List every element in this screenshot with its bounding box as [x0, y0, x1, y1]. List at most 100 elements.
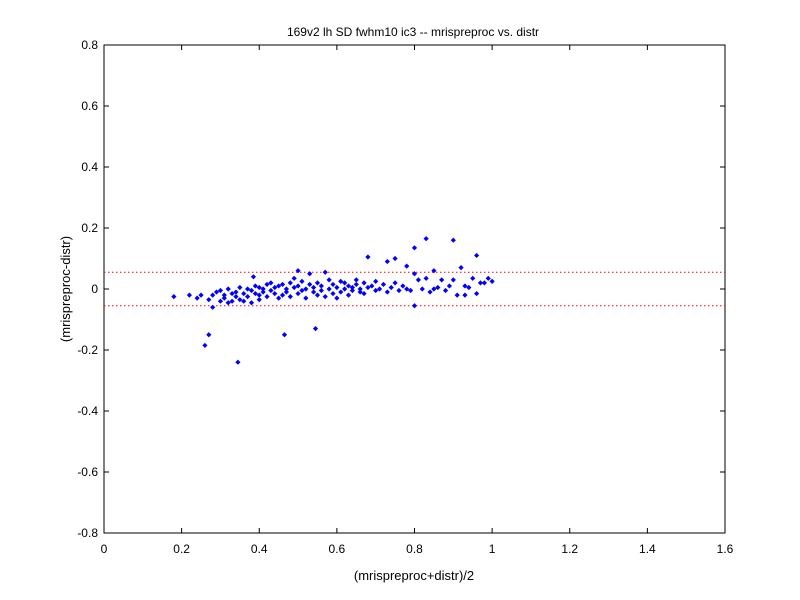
data-point — [283, 289, 290, 295]
data-point — [287, 294, 293, 300]
data-point — [252, 283, 258, 289]
data-point — [260, 286, 266, 292]
y-tick-label: -0.4 — [77, 404, 98, 418]
data-point — [206, 332, 212, 338]
data-point — [411, 245, 418, 251]
data-point — [318, 287, 324, 294]
data-point — [462, 292, 468, 298]
data-point — [474, 252, 480, 259]
x-tick-label: 1.2 — [561, 542, 578, 556]
y-tick-label: 0.4 — [81, 160, 98, 174]
data-point — [411, 271, 418, 277]
data-point — [450, 237, 456, 243]
data-point — [450, 277, 456, 283]
data-point — [474, 290, 480, 297]
data-point — [225, 286, 231, 292]
data-point — [206, 297, 212, 303]
data-point — [307, 271, 313, 277]
data-point — [415, 277, 421, 283]
data-point — [427, 289, 433, 295]
data-point — [373, 287, 379, 294]
data-point — [446, 283, 453, 289]
data-point — [171, 294, 177, 300]
data-point — [237, 297, 243, 303]
data-point — [245, 294, 251, 300]
data-point — [221, 295, 227, 301]
data-point — [272, 290, 278, 297]
data-point — [260, 289, 266, 295]
data-point — [213, 289, 220, 295]
data-point — [326, 286, 332, 292]
data-point — [431, 286, 437, 292]
data-point — [276, 295, 282, 301]
data-point — [303, 286, 309, 292]
data-point — [454, 292, 460, 298]
data-point — [384, 258, 390, 265]
data-point — [248, 287, 255, 294]
data-point — [268, 287, 274, 294]
data-point — [466, 284, 472, 291]
data-point — [431, 268, 437, 274]
data-point — [342, 286, 348, 292]
x-axis-label: (mrispreproc+distr)/2 — [354, 568, 474, 583]
data-point — [396, 287, 402, 294]
y-tick-label: 0.2 — [81, 221, 98, 235]
data-point — [330, 281, 336, 288]
data-point — [330, 290, 336, 297]
data-point — [439, 277, 445, 283]
x-tick-label: 0.8 — [406, 542, 423, 556]
y-tick-label: -0.8 — [77, 526, 98, 540]
data-point — [411, 303, 418, 309]
y-tick-label: 0.8 — [81, 38, 98, 52]
data-point — [322, 269, 328, 275]
data-point — [342, 280, 348, 286]
data-point — [250, 274, 257, 280]
data-point — [353, 277, 359, 283]
data-point — [287, 280, 293, 286]
data-point — [299, 287, 305, 294]
data-point — [481, 280, 487, 286]
data-point — [217, 298, 224, 304]
data-point — [392, 280, 398, 286]
data-point — [462, 283, 468, 289]
data-point — [477, 280, 484, 286]
data-point — [202, 342, 208, 349]
data-point — [314, 280, 321, 286]
data-point — [264, 281, 270, 288]
data-point — [233, 294, 239, 300]
data-point — [198, 292, 204, 298]
data-point — [272, 284, 278, 291]
data-point — [256, 284, 262, 291]
data-point — [303, 295, 309, 301]
data-point — [349, 287, 355, 294]
data-point — [369, 283, 375, 289]
data-point — [295, 290, 301, 297]
data-point — [279, 292, 286, 298]
x-tick-label: 0.2 — [173, 542, 190, 556]
data-point — [233, 289, 239, 295]
chart-title: 169v2 lh SD fwhm10 ic3 -- mrispreproc vs… — [287, 25, 539, 39]
data-point — [349, 284, 355, 291]
data-point — [307, 281, 313, 288]
data-point — [299, 278, 305, 284]
data-point — [392, 255, 398, 262]
data-point — [419, 286, 425, 292]
data-point — [221, 292, 227, 298]
data-point — [404, 263, 410, 269]
data-point — [373, 278, 379, 284]
data-point — [408, 287, 414, 294]
data-point — [241, 290, 247, 297]
data-point — [338, 289, 344, 295]
data-point — [345, 292, 352, 298]
x-tick-label: 0.6 — [329, 542, 346, 556]
y-tick-label: -0.6 — [77, 465, 98, 479]
data-point — [485, 275, 491, 281]
y-tick-label: -0.2 — [77, 343, 98, 357]
data-point — [194, 295, 200, 301]
data-point — [489, 278, 495, 284]
data-point — [442, 287, 449, 294]
data-point — [423, 236, 429, 242]
data-point — [314, 292, 321, 298]
data-point — [225, 300, 231, 306]
data-point — [334, 295, 340, 301]
